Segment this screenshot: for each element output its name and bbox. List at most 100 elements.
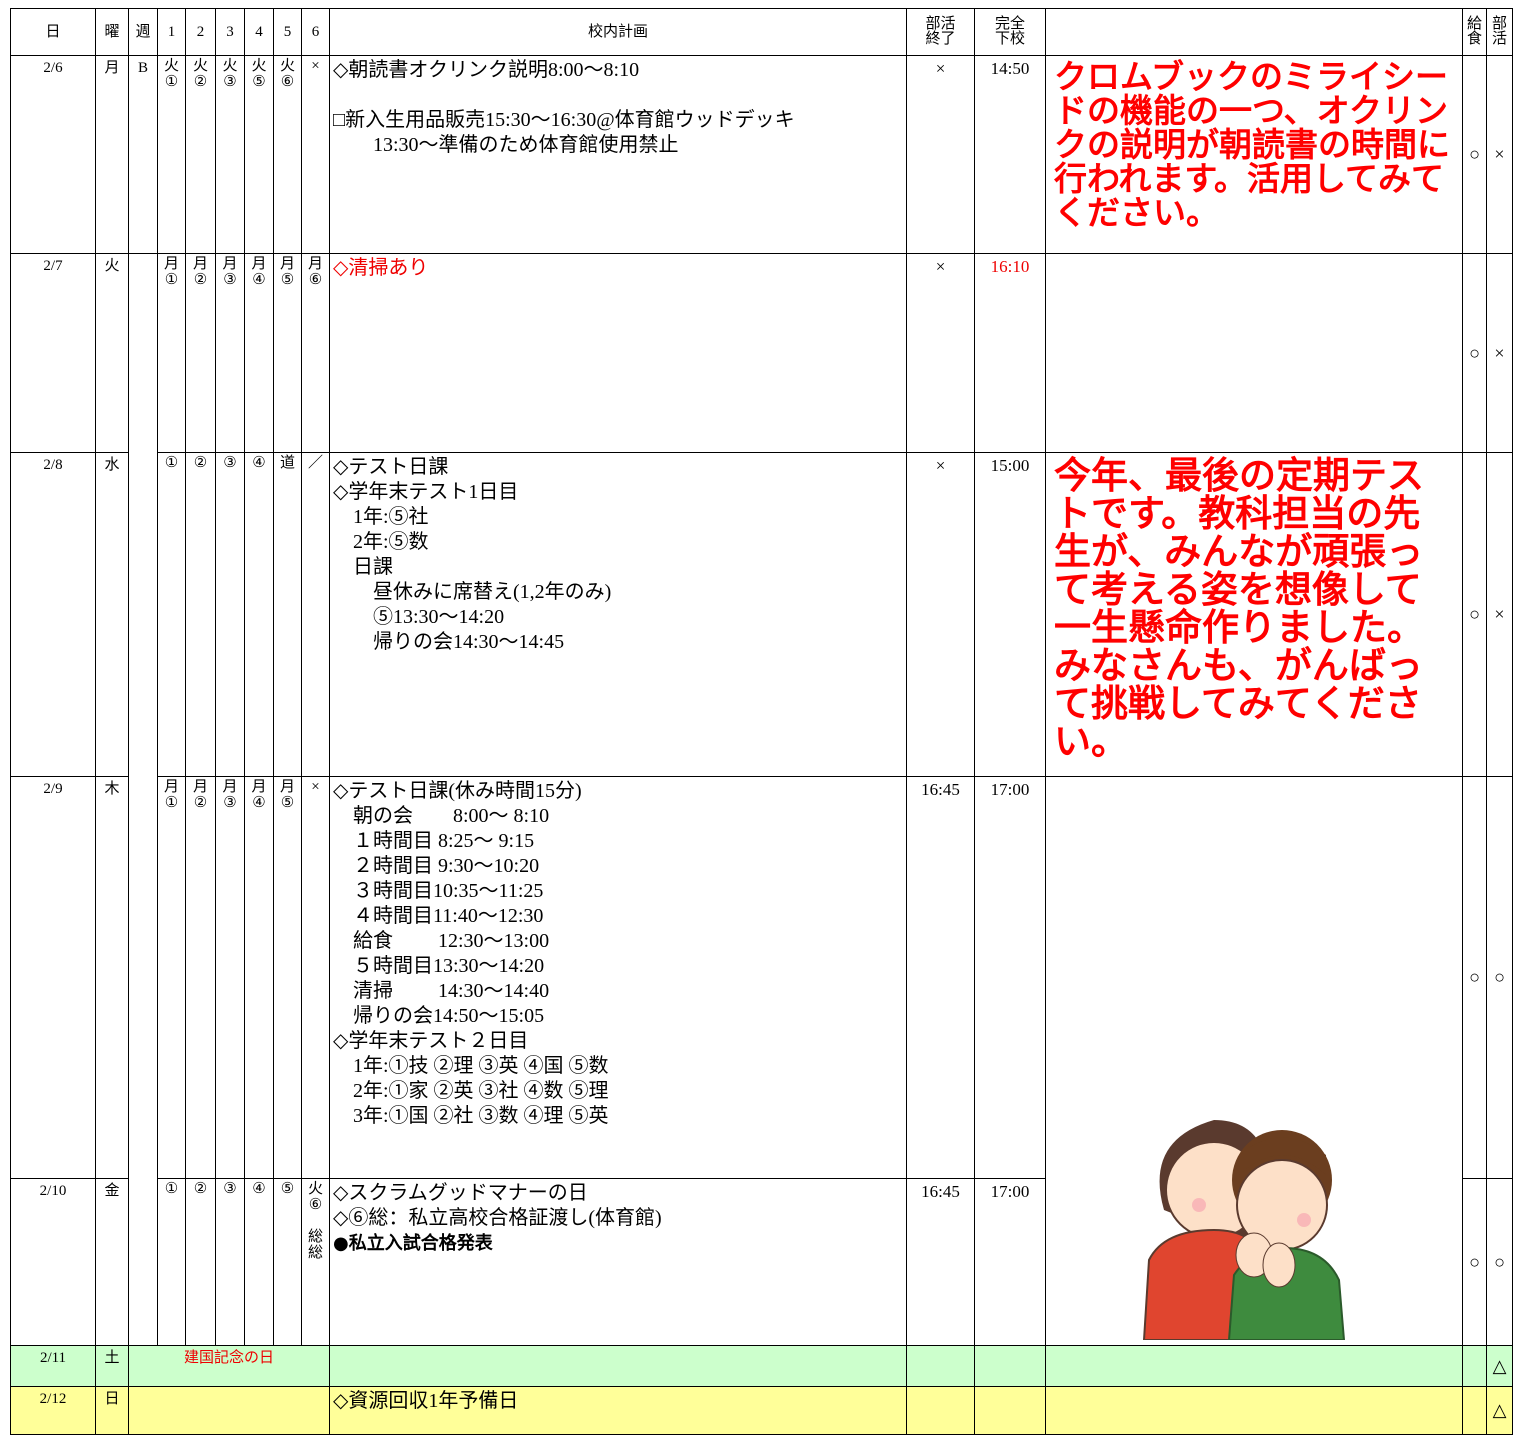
- holiday-cell: 建国記念の日: [128, 1345, 330, 1387]
- plan-cell: ◇朝読書オクリンク説明8:00～8:10 □新入生用品販売15:30～16:30…: [329, 55, 907, 254]
- comment-cell: 今年、最後の定期テストです。教科担当の先生が、みんなが頑張って考える姿を想像して…: [1045, 452, 1463, 777]
- lunch-cell: ○: [1462, 452, 1487, 777]
- period-cell: ×: [301, 55, 330, 254]
- comment-cell: [1045, 253, 1463, 453]
- period-cell: 火 ⑤: [244, 55, 274, 254]
- comment-cell: クロムブックのミライシードの機能の一つ、オクリンクの説明が朝読書の時間に行われま…: [1045, 55, 1463, 254]
- period-cell: ②: [185, 452, 216, 777]
- period-cell: 火 ③: [215, 55, 245, 254]
- illustration-cell: [1045, 776, 1463, 1346]
- date-cell: 2/9: [10, 776, 96, 1179]
- schedule-row: 2/8 水 ① ② ③ ④ 道／ ◇テスト日課 ◇学年末テスト1日目 1年:⑤社 2年:⑤数 …: [10, 452, 1513, 777]
- club-end-cell: 16:45: [906, 1178, 975, 1346]
- period-cell: 火 ②: [185, 55, 216, 254]
- header-cell: 週: [128, 8, 158, 56]
- club-cell: ×: [1486, 452, 1513, 777]
- lunch-cell: [1462, 1386, 1487, 1435]
- lunch-cell: ○: [1462, 776, 1487, 1179]
- club-cell: △: [1486, 1386, 1513, 1435]
- header-cell: 部 活: [1486, 8, 1513, 56]
- header-cell: [1045, 8, 1463, 56]
- leave-cell: [974, 1345, 1046, 1387]
- header-row: 日曜週 1 2 3 4 5 6 校内計画 部活 終了 完全 下校 給 食部 活: [10, 8, 1513, 56]
- header-cell: 校内計画: [329, 8, 907, 56]
- club-end-cell: ×: [906, 253, 975, 453]
- date-cell: 2/6: [10, 55, 96, 254]
- club-end-cell: ×: [906, 55, 975, 254]
- lunch-cell: ○: [1462, 253, 1487, 453]
- leave-cell: 16:10: [974, 253, 1046, 453]
- period-cell: ③: [215, 1178, 245, 1346]
- period-cell: ⑤: [273, 1178, 302, 1346]
- period-cell: ①: [157, 1178, 186, 1346]
- club-end-cell: 16:45: [906, 776, 975, 1179]
- period-cell: 道: [273, 452, 302, 777]
- header-cell: 部活 終了: [906, 8, 975, 56]
- club-cell: ×: [1486, 253, 1513, 453]
- period-cell: 月 ③: [215, 776, 245, 1179]
- period-cell: 火 ⑥ 総 総: [301, 1178, 330, 1346]
- period-cell: 月 ④: [244, 776, 274, 1179]
- club-end-cell: ×: [906, 452, 975, 777]
- leave-cell: 17:00: [974, 776, 1046, 1179]
- plan-bold: ●私立入試合格発表: [333, 1233, 493, 1254]
- header-cell: 日: [10, 8, 96, 56]
- club-cell: ○: [1486, 776, 1513, 1179]
- illustration: [1142, 1120, 1346, 1341]
- week-cell: B: [128, 55, 158, 254]
- day-cell: 木: [95, 776, 129, 1179]
- date-cell: 2/8: [10, 452, 96, 777]
- day-cell: 月: [95, 55, 129, 254]
- plan-text: ◇テスト日課(休み時間15分) 朝の会 8:00～ 8:10 １時間目 8:25…: [333, 780, 609, 1127]
- day-cell: 水: [95, 452, 129, 777]
- schedule-row: 2/12 日 ◇資源回収1年予備日 △: [10, 1386, 1513, 1435]
- period-cell: ／: [301, 452, 330, 777]
- lunch-cell: [1462, 1345, 1487, 1387]
- leave-cell: 15:00: [974, 452, 1046, 777]
- plan-text: ◇資源回収1年予備日: [333, 1390, 519, 1412]
- header-cell: 6: [301, 8, 330, 56]
- holiday-cell: [128, 1386, 330, 1435]
- leave-cell: [974, 1386, 1046, 1435]
- header-cell: 5: [273, 8, 302, 56]
- day-cell: 火: [95, 253, 129, 453]
- header-cell: 4: [244, 8, 274, 56]
- period-cell: 火 ⑥: [273, 55, 302, 254]
- day-cell: 金: [95, 1178, 129, 1346]
- lunch-cell: ○: [1462, 55, 1487, 254]
- period-cell: ④: [244, 1178, 274, 1346]
- leave-cell: 14:50: [974, 55, 1046, 254]
- comment-cell: [1045, 1386, 1463, 1435]
- header-cell: 3: [215, 8, 245, 56]
- plan-text: ◇テスト日課 ◇学年末テスト1日目 1年:⑤社 2年:⑤数 日課 昼休みに席替え…: [333, 456, 612, 653]
- period-cell: 月 ②: [185, 253, 216, 453]
- date-cell: 2/7: [10, 253, 96, 453]
- day-cell: 日: [95, 1386, 129, 1435]
- leave-cell: 17:00: [974, 1178, 1046, 1346]
- plan-cell: [329, 1345, 907, 1387]
- period-cell: 月 ①: [157, 776, 186, 1179]
- period-cell: 火 ①: [157, 55, 186, 254]
- plan-text: ◇朝読書オクリンク説明8:00～8:10 □新入生用品販売15:30～16:30…: [333, 59, 795, 156]
- club-cell: ○: [1486, 1178, 1513, 1346]
- date-cell: 2/10: [10, 1178, 96, 1346]
- period-cell: 月 ⑤: [273, 776, 302, 1179]
- schedule-row: 2/11 土建国記念の日 △: [10, 1345, 1513, 1387]
- period-cell: 月 ⑤: [273, 253, 302, 453]
- period-cell: 月 ⑥: [301, 253, 330, 453]
- plan-cell: ◇スクラムグッドマナーの日 ◇⑥総：私立高校合格証渡し(体育館) ●私立入試合格…: [329, 1178, 907, 1346]
- club-end-cell: [906, 1386, 975, 1435]
- plan-cell: ◇資源回収1年予備日: [329, 1386, 907, 1435]
- period-cell: 月 ③: [215, 253, 245, 453]
- plan-cell: ◇テスト日課(休み時間15分) 朝の会 8:00～ 8:10 １時間目 8:25…: [329, 776, 907, 1179]
- schedule-row: 2/10 金 ① ② ③ ④ ⑤ 火 ⑥ 総 総 ◇スクラムグッドマナーの日 ◇⑥総：私立高校合…: [10, 1178, 1513, 1346]
- period-cell: ×: [301, 776, 330, 1179]
- club-cell: △: [1486, 1345, 1513, 1387]
- header-cell: 1: [157, 8, 186, 56]
- day-cell: 土: [95, 1345, 129, 1387]
